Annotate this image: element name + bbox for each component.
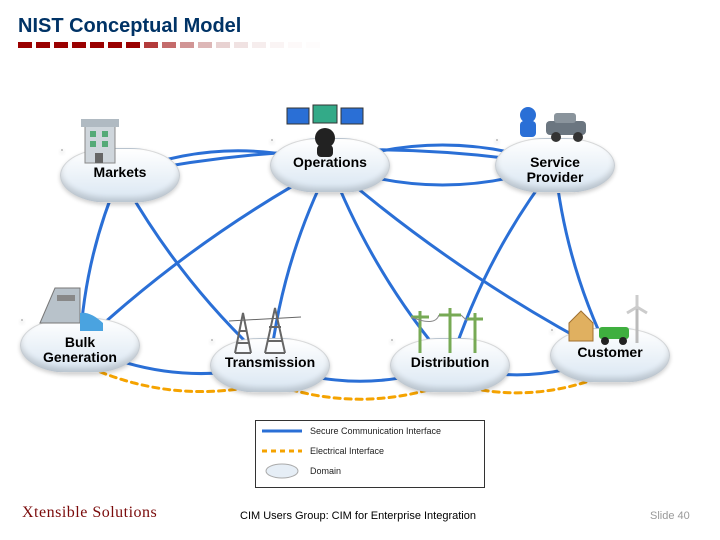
legend-label: Secure Communication Interface (310, 426, 441, 436)
legend-swatch-icon (262, 446, 302, 456)
slide-number: Slide 40 (650, 510, 690, 522)
serviceprovider-icon (510, 103, 590, 158)
transmission-label: Transmission (210, 355, 330, 370)
footer-logo: Xtensible Solutions (22, 504, 157, 522)
legend-row: Secure Communication Interface (256, 421, 484, 441)
customer-label: Customer (550, 345, 670, 360)
legend-label: Electrical Interface (310, 446, 384, 456)
title-divider (18, 42, 468, 48)
legend-label: Domain (310, 466, 341, 476)
bulkgeneration-icon (35, 283, 105, 338)
legend-row: Electrical Interface (256, 441, 484, 461)
legend: Secure Communication Interface Electrical… (255, 420, 485, 488)
bulkgeneration-label: BulkGeneration (20, 335, 140, 366)
legend-swatch-icon (262, 466, 302, 476)
page-title: NIST Conceptual Model (18, 15, 241, 38)
slide: NIST Conceptual Model Markets Operations S… (0, 0, 720, 540)
legend-row: Domain (256, 461, 484, 481)
serviceprovider-label: ServiceProvider (495, 155, 615, 186)
distribution-label: Distribution (390, 355, 510, 370)
markets-label: Markets (60, 165, 180, 180)
legend-swatch-icon (262, 426, 302, 436)
footer-caption: CIM Users Group: CIM for Enterprise Inte… (240, 510, 476, 522)
nist-diagram: MarketsOperationsServiceProviderBulkGene… (40, 70, 680, 410)
operations-label: Operations (270, 155, 390, 170)
